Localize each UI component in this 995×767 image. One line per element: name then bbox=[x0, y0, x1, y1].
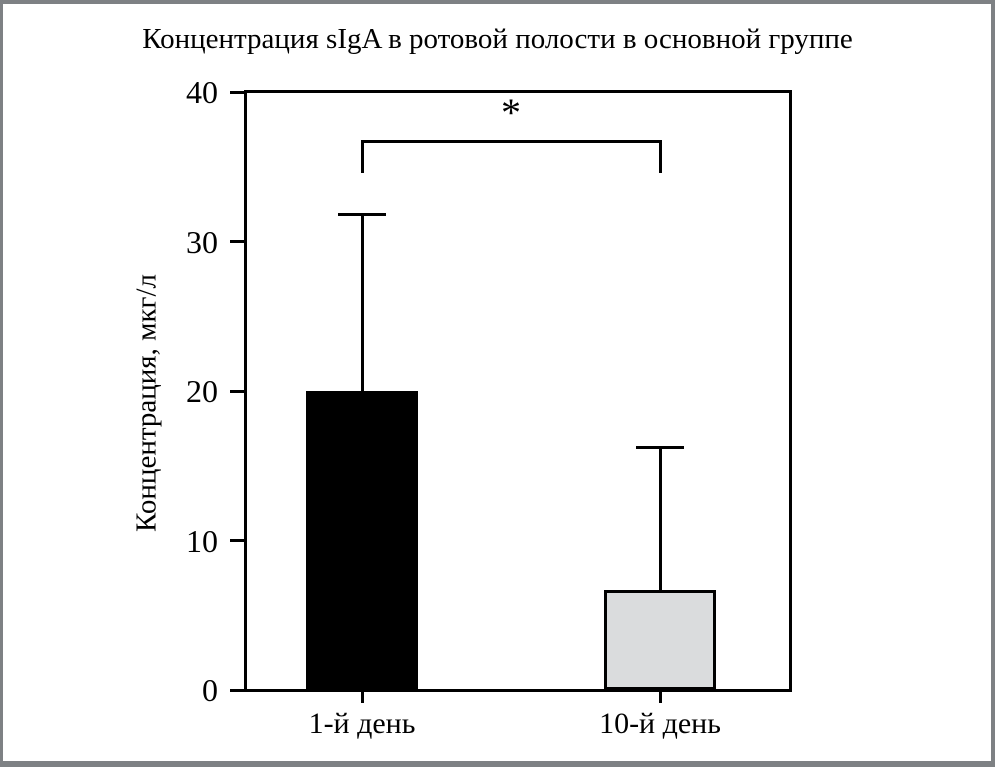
significance-bracket-drop bbox=[360, 140, 364, 173]
y-tick-label: 0 bbox=[202, 672, 218, 708]
y-tick-mark bbox=[230, 688, 246, 692]
y-tick-label: 20 bbox=[186, 373, 218, 409]
error-bar-cap bbox=[338, 213, 386, 217]
x-axis-label: 10-й день bbox=[599, 707, 721, 740]
error-bar-stem bbox=[658, 447, 662, 590]
chart-title: Концентрация sIgA в ротовой полости в ос… bbox=[142, 23, 853, 55]
significance-bracket-drop bbox=[658, 140, 662, 173]
y-tick-mark bbox=[230, 539, 246, 542]
significance-asterisk: * bbox=[501, 90, 521, 135]
y-tick-mark bbox=[230, 240, 246, 243]
x-axis-label: 1-й день bbox=[308, 707, 416, 740]
bar-2 bbox=[604, 589, 716, 690]
y-tick-label: 40 bbox=[186, 74, 218, 110]
x-tick-mark bbox=[658, 690, 662, 703]
y-tick-mark bbox=[230, 389, 246, 393]
error-bar-cap bbox=[636, 446, 684, 450]
y-tick-label: 30 bbox=[186, 223, 218, 260]
y-tick-label: 10 bbox=[186, 522, 218, 559]
significance-bracket-top bbox=[360, 140, 662, 143]
error-bar-stem bbox=[360, 214, 364, 391]
y-tick-mark bbox=[230, 90, 246, 94]
x-tick-mark bbox=[360, 690, 364, 703]
bar-1 bbox=[306, 391, 418, 690]
